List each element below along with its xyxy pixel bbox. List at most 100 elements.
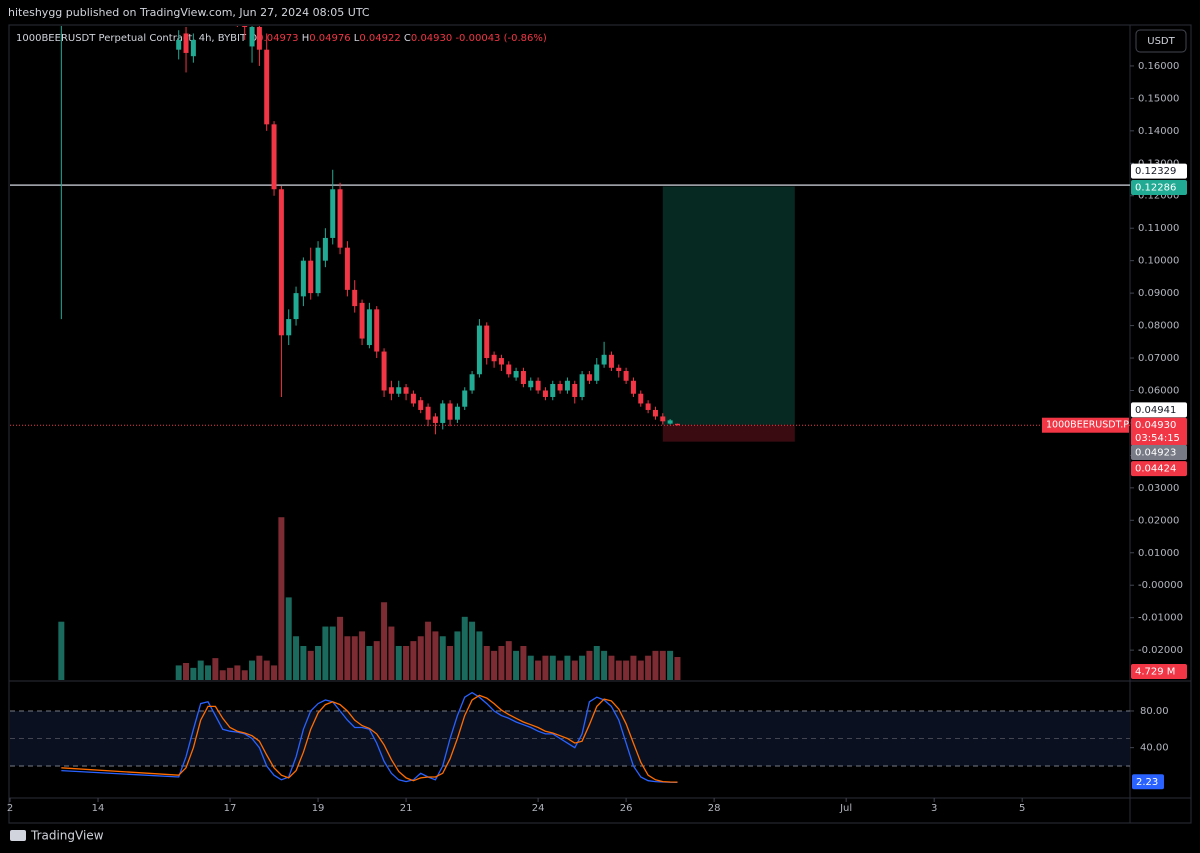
y-tick-label: -0.00000 [1138, 580, 1183, 591]
candle-body [564, 380, 570, 391]
candle-body [638, 393, 644, 404]
volume-bar [249, 660, 256, 680]
candle-body [359, 302, 365, 339]
y-tick-label: 0.14000 [1138, 126, 1179, 137]
y-tick-label: 0.15000 [1138, 93, 1179, 104]
volume-bar [469, 621, 476, 680]
candle-body [249, 26, 255, 47]
y-tick-label: 0.16000 [1138, 61, 1179, 72]
candle-body [440, 403, 446, 423]
x-tick-label: 21 [400, 803, 413, 814]
stoch-y-tick-label: 40.00 [1140, 743, 1169, 754]
frame [8, 24, 1192, 824]
volume-bar [557, 660, 564, 680]
candle-body [660, 416, 666, 422]
target-price-tag: 0.12286 [1135, 182, 1176, 193]
stoch-value-box [1132, 774, 1164, 790]
volume-bar [234, 665, 241, 680]
volume-bar [388, 626, 395, 680]
legend-change-pct: (-0.86%) [504, 33, 547, 44]
candle-body [550, 383, 556, 397]
y-tick-label: 0.02000 [1138, 515, 1179, 526]
volume-bar [447, 645, 454, 680]
candle-body [594, 364, 600, 381]
volume-bar [491, 650, 498, 680]
y-tick-label: 0.06000 [1138, 385, 1179, 396]
candle-body [308, 260, 314, 294]
candle-body [557, 383, 563, 391]
x-tick-label: 26 [620, 803, 633, 814]
volume-bar [645, 655, 652, 680]
candle-body [432, 416, 438, 423]
volume-bar [227, 667, 234, 680]
y-tick-label: 0.10000 [1138, 256, 1179, 267]
legend-l: L [354, 33, 360, 44]
volume-bar [586, 650, 593, 680]
position-loss-zone [662, 424, 795, 442]
last-price-box [1131, 417, 1187, 446]
legend-h: H [302, 33, 310, 44]
volume-bar [432, 631, 439, 680]
volume-bar [403, 645, 410, 680]
volume-bar [373, 641, 380, 680]
x-tick-label: 28 [708, 803, 721, 814]
bid-price-tag: 0.04923 [1135, 447, 1176, 458]
volume-bar [337, 616, 344, 680]
volume-bar [271, 665, 278, 680]
volume-bar [315, 645, 322, 680]
candle-body [520, 371, 526, 384]
legend-close: 0.04930 [411, 33, 452, 44]
candle-body [462, 390, 468, 407]
volume-bar [395, 645, 402, 680]
volume-bar [505, 641, 512, 680]
volume-bar [344, 636, 351, 680]
stoch-value-tag: 2.23 [1136, 777, 1158, 788]
candle-body [388, 387, 394, 394]
volume-bar [285, 597, 292, 680]
candle-body [352, 289, 358, 307]
volume-bar [461, 616, 468, 680]
entry-price-tag: 0.04941 [1135, 405, 1176, 416]
countdown: 03:54:15 [1135, 433, 1180, 444]
volume-bar [197, 660, 204, 680]
volume-bar [256, 655, 263, 680]
candle-body [264, 49, 270, 125]
volume-bar [542, 655, 549, 680]
currency-button-label[interactable]: USDT [1147, 36, 1175, 47]
volume-bar [674, 657, 681, 680]
candle-body [418, 400, 424, 410]
stoch-pane [10, 691, 1130, 783]
volume-bar [293, 636, 300, 680]
y-tick-label: 0.07000 [1138, 353, 1179, 364]
symbol-tag-box [1042, 417, 1129, 433]
volume-bar [549, 655, 556, 680]
candle-body [476, 325, 482, 375]
volume-bar [322, 626, 329, 680]
volume-bar [241, 670, 248, 680]
volume-bar [593, 645, 600, 680]
volume-tag-box [1131, 664, 1187, 679]
volume-bar [623, 660, 630, 680]
currency-button[interactable] [1135, 29, 1187, 53]
volume-bar [520, 645, 527, 680]
candle-body [337, 189, 343, 248]
y-tick-label: -0.01000 [1138, 613, 1183, 624]
volume-bar [417, 636, 424, 680]
volume-bar [564, 655, 571, 680]
volume-bar [615, 660, 622, 680]
volume-bar [630, 655, 637, 680]
volume-bar [483, 645, 490, 680]
candle-body [630, 380, 636, 394]
volume-bar [366, 645, 373, 680]
candle-body [183, 33, 189, 53]
position-profit-zone [662, 186, 795, 425]
candle-body [623, 371, 629, 381]
x-tick-label: 19 [312, 803, 325, 814]
candle-body [506, 364, 512, 375]
candle-body [645, 403, 651, 410]
legend-change: -0.00043 [455, 33, 500, 44]
stoch-d-line [61, 694, 678, 783]
volume-bar [300, 645, 307, 680]
header-text: hiteshygg published on TradingView.com, … [8, 6, 370, 19]
